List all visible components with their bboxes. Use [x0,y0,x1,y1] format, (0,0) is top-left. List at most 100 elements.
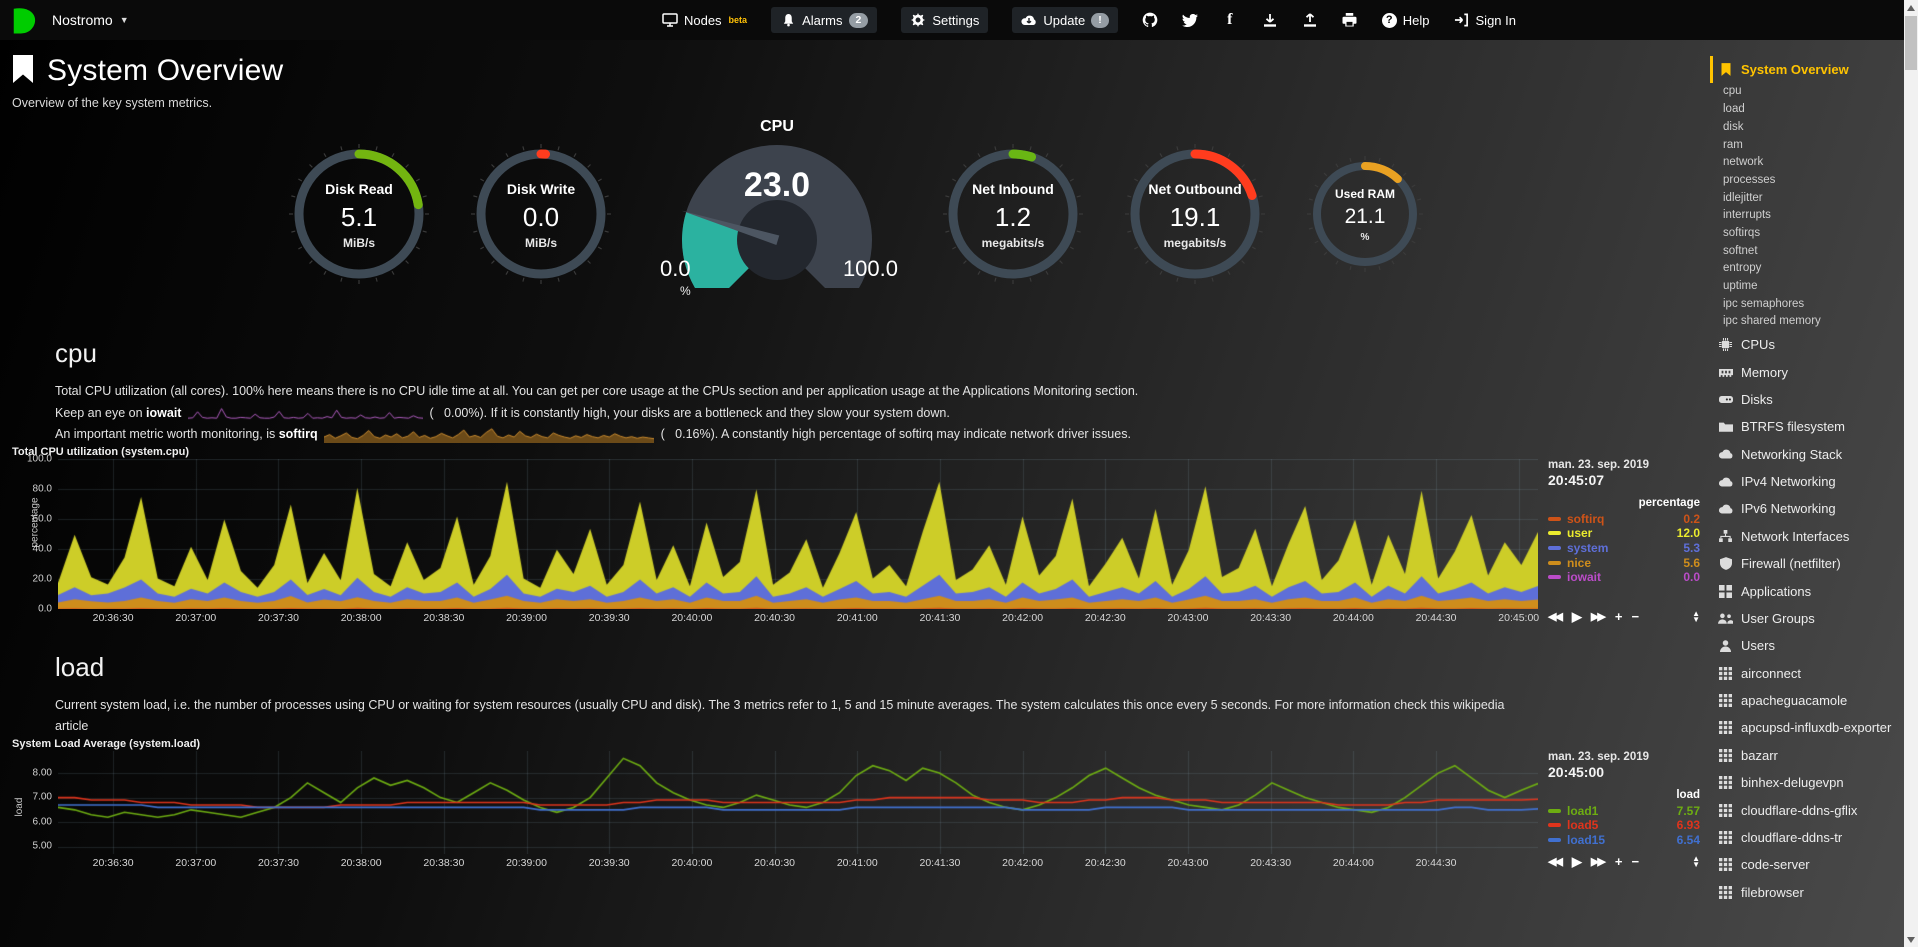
sidebar-item-cloudflare-ddns-gflix[interactable]: cloudflare-ddns-gflix [1710,796,1904,823]
legend-series-name: load15 [1567,832,1606,847]
iowait-sparkline[interactable] [187,406,423,421]
sidebar-subitem-ram[interactable]: ram [1723,138,1743,151]
forward-button[interactable]: ▶▶ [1590,611,1606,623]
sidebar-item-apacheguacamole[interactable]: apacheguacamole [1710,687,1904,714]
gauge-disk-write[interactable]: Disk Write 0.0 MiB/s [470,143,612,290]
alarms-label: Alarms [802,12,843,28]
cpu-chart-canvas[interactable] [58,458,1538,609]
nodes-button[interactable]: Nodes beta [662,12,747,28]
sidebar-subitem-interrupts[interactable]: interrupts [1723,209,1771,222]
forward-button[interactable]: ▶▶ [1590,856,1606,868]
settings-button[interactable]: Settings [901,7,989,33]
gauge-net-outbound[interactable]: Net Outbound 19.1 megabits/s [1124,143,1266,290]
backward-button[interactable]: ◀◀ [1548,611,1563,623]
play-button[interactable]: ▶ [1571,853,1582,869]
github-link[interactable] [1142,12,1158,28]
zoom-in-button[interactable]: + [1614,609,1622,624]
sidebar-subitem-ipc-shared-memory[interactable]: ipc shared memory [1723,315,1821,328]
sidebar-subitem-disk[interactable]: disk [1723,120,1744,133]
grid-icon [1718,803,1733,817]
sidebar-item-btrfs-filesystem[interactable]: BTRFS filesystem [1710,413,1904,440]
import-snapshot-button[interactable] [1262,12,1278,28]
help-button[interactable]: ? Help [1381,12,1430,28]
wikipedia-link[interactable]: wikipedia article [55,697,1505,734]
sidebar-item-memory[interactable]: Memory [1710,358,1904,385]
x-tick-label: 20:40:30 [754,611,795,624]
sidebar-subitem-idlejitter[interactable]: idlejitter [1723,191,1763,204]
gauge-disk-read[interactable]: Disk Read 5.1 MiB/s [288,143,430,290]
sidebar-subitem-entropy[interactable]: entropy [1723,262,1762,275]
sidebar-item-filebrowser[interactable]: filebrowser [1710,879,1904,906]
sidebar-item-networking-stack[interactable]: Networking Stack [1710,441,1904,468]
sidebar-item-firewall-netfilter[interactable]: Firewall (netfilter) [1710,550,1904,577]
sidebar-item-binhex-delugevpn[interactable]: binhex-delugevpn [1710,769,1904,796]
sidebar-subitem-network[interactable]: network [1723,156,1764,169]
sidebar-item-code-server[interactable]: code-server [1710,851,1904,878]
sidebar-item-ipv4-networking[interactable]: IPv4 Networking [1710,468,1904,495]
signin-button[interactable]: Sign In [1454,12,1516,28]
grid-icon [1718,776,1733,790]
twitter-link[interactable] [1181,12,1198,28]
update-button[interactable]: Update ! [1012,7,1118,33]
sidebar-item-airconnect[interactable]: airconnect [1710,660,1904,687]
sidebar-item-label: Memory [1741,364,1788,380]
print-button[interactable] [1342,12,1358,28]
legend-series-name: load1 [1567,803,1599,818]
sidebar-subitem-uptime[interactable]: uptime [1723,280,1758,293]
export-snapshot-button[interactable] [1302,12,1318,28]
scrollbar-up-arrow[interactable] [1904,0,1918,15]
scrollbar-thumb[interactable] [1905,16,1917,70]
load-chart-canvas[interactable] [58,750,1538,854]
facebook-link[interactable]: f [1222,11,1238,28]
sidebar-subitem-load[interactable]: load [1723,103,1745,116]
sign-in-icon [1454,12,1470,28]
zoom-out-button[interactable]: − [1631,609,1638,624]
cpu-description: Total CPU utilization (all cores). 100% … [55,381,1535,446]
sidebar-subitem-cpu[interactable]: cpu [1723,85,1742,98]
sidebar-subitem-softnet[interactable]: softnet [1723,244,1758,257]
sidebar-item-cloudflare-ddns-tr[interactable]: cloudflare-ddns-tr [1710,824,1904,851]
sidebar-item-label: binhex-delugevpn [1741,775,1844,791]
gauge-net-inbound[interactable]: Net Inbound 1.2 megabits/s [942,143,1084,290]
zoom-out-button[interactable]: − [1631,854,1638,869]
x-tick-label: 20:40:00 [671,856,713,869]
hostname-dropdown[interactable]: Nostromo ▼ [52,12,129,28]
legend-row-iowait[interactable]: iowait 0.0 [1548,570,1700,585]
softirq-sparkline[interactable] [324,426,655,443]
scrollbar-down-arrow[interactable] [1904,932,1918,947]
sidebar-item-system-overview[interactable]: System Overview [1710,56,1904,84]
play-button[interactable]: ▶ [1571,608,1582,624]
zoom-in-button[interactable]: + [1614,854,1622,869]
sidebar-item-apcupsd-influxdb-exporter[interactable]: apcupsd-influxdb-exporter [1710,714,1904,741]
sidebar-item-ipv6-networking[interactable]: IPv6 Networking [1710,495,1904,522]
alarms-badge: 2 [848,12,869,28]
gauge-used-ram[interactable]: Used RAM 21.1% [1306,155,1424,278]
sidebar-item-bazarr[interactable]: bazarr [1710,742,1904,769]
sidebar-item-disks[interactable]: Disks [1710,386,1904,413]
sidebar-item-user-groups[interactable]: User Groups [1710,605,1904,632]
sidebar-item-applications[interactable]: Applications [1710,577,1904,604]
sidebar-subitem-softirqs[interactable]: softirqs [1723,226,1761,239]
legend-row-load15[interactable]: load15 6.54 [1548,833,1700,848]
sidebar-item-cpus[interactable]: CPUs [1710,331,1904,358]
y-tick-label: 6.00 [32,816,52,828]
legend-row-load1[interactable]: load1 7.57 [1548,804,1700,819]
legend-row-nice[interactable]: nice 5.6 [1548,555,1700,570]
sidebar-subitem-ipc-semaphores[interactable]: ipc semaphores [1723,297,1805,310]
svg-text:%: % [1361,232,1370,243]
legend-row-user[interactable]: user 12.0 [1548,526,1700,541]
legend-row-softirq[interactable]: softirq 0.2 [1548,512,1700,527]
gauge-cpu[interactable]: CPU 23.0 0.0 100.0% [652,118,902,314]
resize-handle[interactable]: ▲ ▼ [1692,609,1700,623]
netdata-logo[interactable] [10,5,40,35]
sidebar-item-users[interactable]: Users [1710,632,1904,659]
backward-button[interactable]: ◀◀ [1548,856,1563,868]
sidebar-subitem-processes[interactable]: processes [1723,173,1776,186]
resize-handle[interactable]: ▲ ▼ [1692,855,1700,868]
legend-row-load5[interactable]: load5 6.93 [1548,818,1700,833]
resize-up-icon: ▲ [1692,609,1700,618]
page-scrollbar[interactable] [1904,0,1918,947]
sidebar-item-network-interfaces[interactable]: Network Interfaces [1710,523,1904,550]
alarms-button[interactable]: Alarms 2 [771,7,878,33]
legend-row-system[interactable]: system 5.3 [1548,541,1700,556]
